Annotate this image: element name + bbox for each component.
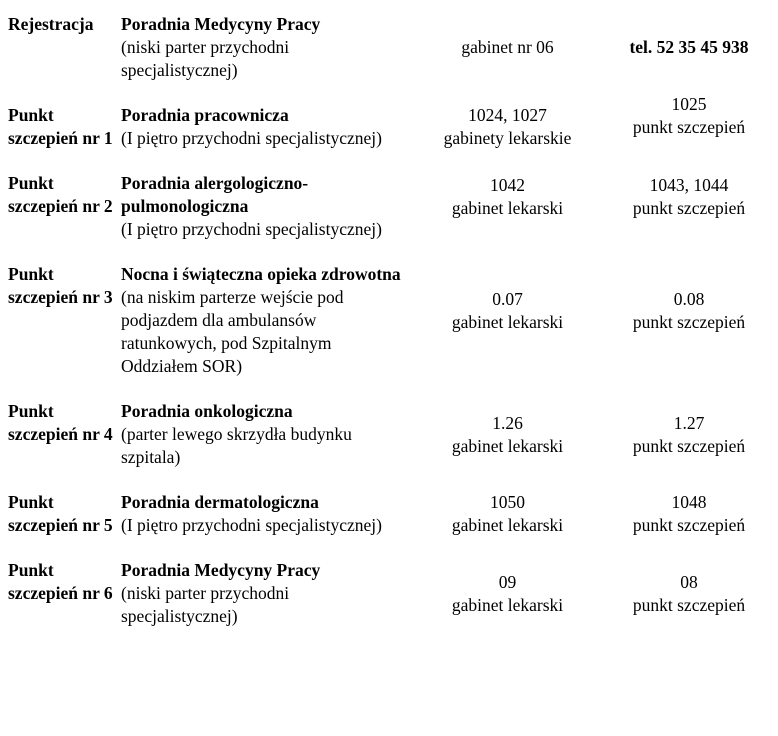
room-number: gabinet nr 06 [461, 37, 554, 57]
table-row: Punkt szczepień nr 3 Nocna i świąteczna … [8, 263, 778, 378]
point-number: 1043, 1044 [649, 174, 729, 195]
clinic-cell: Poradnia pracownicza (I piętro przychodn… [121, 104, 415, 150]
room-number: 1042 [490, 174, 525, 195]
clinic-name: Nocna i świąteczna opieka zdrowotna [121, 264, 401, 284]
point-number: 1025 [671, 94, 707, 114]
point-cell: tel. 52 35 45 938 [600, 13, 778, 82]
room-caption: gabinet lekarski [451, 197, 564, 218]
clinic-name: Poradnia Medycyny Pracy [121, 14, 321, 34]
table-row: Punkt szczepień nr 2 Poradnia alergologi… [8, 172, 778, 241]
row-label: Punkt szczepień nr 6 [8, 560, 113, 603]
room-number: 1050 [490, 492, 525, 512]
clinic-cell: Nocna i świąteczna opieka zdrowotna (na … [121, 263, 415, 378]
row-label: Rejestracja [8, 14, 94, 34]
clinic-table: Rejestracja Poradnia Medycyny Pracy (nis… [8, 13, 778, 628]
point-caption: punkt szczepień [632, 311, 746, 332]
point-cell: 0.08 punkt szczepień [600, 263, 778, 378]
clinic-cell: Poradnia dermatologiczna (I piętro przyc… [121, 491, 415, 537]
room-cell: 1042 gabinet lekarski [415, 172, 600, 241]
point-number: 1048 [671, 492, 707, 512]
room-caption: gabinet lekarski [451, 515, 564, 535]
room-number: 1.26 [492, 412, 523, 433]
clinic-cell: Poradnia onkologiczna (parter lewego skr… [121, 400, 415, 469]
room-cell: 1050 gabinet lekarski [415, 491, 600, 537]
room-caption: gabinety lekarskie [443, 128, 572, 148]
room-caption: gabinet lekarski [451, 311, 564, 332]
clinic-name: Poradnia Medycyny Pracy [121, 560, 321, 580]
row-label: Punkt szczepień nr 4 [8, 401, 113, 444]
room-cell: 0.07 gabinet lekarski [415, 263, 600, 378]
point-number: 1.27 [673, 412, 705, 433]
clinic-location: (I piętro przychodni specjalistycznej) [121, 515, 382, 535]
table-row: Punkt szczepień nr 1 Poradnia pracownicz… [8, 94, 778, 150]
clinic-cell: Poradnia Medycyny Pracy (niski parter pr… [121, 559, 415, 628]
clinic-location: (niski parter przychodni specjalistyczne… [121, 583, 290, 626]
point-caption: punkt szczepień [632, 594, 746, 615]
clinic-cell: Poradnia alergologiczno-pulmonologiczna … [121, 172, 415, 241]
clinic-location: (I piętro przychodni specjalistycznej) [121, 128, 382, 148]
clinic-cell: Poradnia Medycyny Pracy (niski parter pr… [121, 13, 415, 82]
clinic-location: (niski parter przychodni specjalistyczne… [121, 37, 290, 80]
point-number: 08 [680, 571, 698, 592]
point-cell: 08 punkt szczepień [600, 559, 778, 628]
point-caption: punkt szczepień [632, 197, 746, 218]
point-cell: 1.27 punkt szczepień [600, 400, 778, 469]
clinic-name: Poradnia alergologiczno-pulmonologiczna [121, 173, 309, 216]
clinic-location: (parter lewego skrzydła budynku szpitala… [121, 424, 352, 467]
row-label: Punkt szczepień nr 1 [8, 105, 113, 148]
point-number: tel. 52 35 45 938 [629, 37, 749, 57]
clinic-location: (I piętro przychodni specjalistycznej) [121, 219, 382, 239]
clinic-name: Poradnia onkologiczna [121, 401, 293, 421]
room-caption: gabinet lekarski [451, 594, 564, 615]
clinic-name: Poradnia dermatologiczna [121, 492, 319, 512]
table-row: Punkt szczepień nr 5 Poradnia dermatolog… [8, 491, 778, 537]
point-number: 0.08 [673, 288, 705, 309]
point-caption: punkt szczepień [632, 515, 746, 535]
clinic-location: (na niskim parterze wejście pod podjazde… [121, 287, 344, 376]
room-cell: 1.26 gabinet lekarski [415, 400, 600, 469]
room-number: 09 [498, 571, 517, 592]
point-caption: punkt szczepień [632, 117, 746, 137]
table-row: Punkt szczepień nr 6 Poradnia Medycyny P… [8, 559, 778, 628]
room-cell: 09 gabinet lekarski [415, 559, 600, 628]
point-cell: 1025 punkt szczepień [600, 94, 778, 150]
room-number: 1024, 1027 [468, 105, 547, 125]
row-label: Punkt szczepień nr 5 [8, 492, 113, 535]
room-number: 0.07 [492, 288, 523, 309]
room-caption: gabinet lekarski [451, 435, 564, 456]
point-caption: punkt szczepień [632, 435, 746, 456]
table-row: Rejestracja Poradnia Medycyny Pracy (nis… [8, 13, 778, 82]
room-cell: gabinet nr 06 [415, 13, 600, 82]
clinic-name: Poradnia pracownicza [121, 105, 289, 125]
point-cell: 1048 punkt szczepień [600, 491, 778, 537]
point-cell: 1043, 1044 punkt szczepień [600, 172, 778, 241]
table-row: Punkt szczepień nr 4 Poradnia onkologicz… [8, 400, 778, 469]
row-label: Punkt szczepień nr 3 [8, 264, 113, 307]
room-cell: 1024, 1027 gabinety lekarskie [415, 104, 600, 150]
row-label: Punkt szczepień nr 2 [8, 173, 113, 216]
